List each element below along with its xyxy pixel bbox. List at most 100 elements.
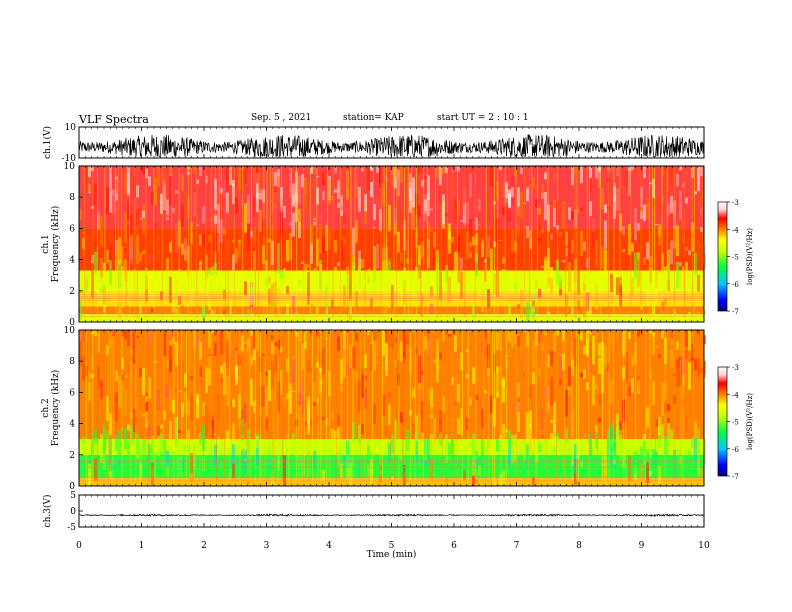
spectrum-texture — [115, 250, 118, 276]
spectrum-texture — [211, 166, 214, 177]
spectrum-texture — [697, 274, 700, 292]
spectrum-texture — [118, 430, 121, 456]
spectrum-texture — [406, 166, 409, 181]
spectrum-texture — [547, 204, 550, 232]
spectrum-texture — [322, 170, 325, 181]
spectrum-texture — [199, 234, 202, 246]
spectrum-texture — [568, 449, 571, 451]
spectrum-texture — [175, 280, 178, 286]
spectrum-texture — [580, 332, 583, 341]
spectrum-texture — [451, 358, 454, 379]
spectrum-texture — [529, 229, 532, 250]
spectrum-texture — [163, 180, 166, 211]
spectrum-texture — [292, 296, 295, 314]
spectrum-texture — [451, 435, 454, 466]
spectrum-texture — [616, 188, 619, 211]
spectrum-texture — [571, 409, 574, 439]
spectrum-texture — [364, 179, 367, 194]
spectrum-texture — [226, 192, 229, 213]
spectrum-texture — [505, 182, 508, 199]
spectrum-texture — [178, 430, 181, 434]
spectrum-texture — [559, 289, 562, 295]
spectrum-texture — [247, 429, 250, 459]
spectrum-texture — [301, 174, 304, 188]
spectrum-texture — [622, 248, 625, 253]
spectrum-texture — [655, 224, 658, 226]
spectrum-texture — [445, 166, 448, 173]
spectrum-texture — [601, 247, 604, 269]
spectrum-texture — [106, 330, 109, 336]
spectrum-texture — [304, 195, 307, 213]
spectrum-texture — [154, 361, 157, 363]
spectrum-texture — [160, 450, 163, 468]
spectrum-texture — [103, 285, 106, 305]
spectrum-texture — [157, 229, 160, 231]
spectrum-texture — [550, 377, 553, 406]
spectrum-texture — [253, 330, 256, 350]
spectrum-texture — [412, 201, 415, 230]
spectrum-texture — [445, 400, 448, 431]
spectrum-texture — [166, 462, 169, 476]
spectrum-texture — [358, 250, 361, 268]
spectrum-texture — [412, 282, 415, 303]
ch2-spectrogram-panel-ylabel: Frequency (kHz) — [50, 370, 61, 447]
spectrum-texture — [376, 361, 379, 364]
colorbar-tick-label: -3 — [732, 199, 739, 207]
spectrum-texture — [211, 420, 214, 439]
spectrum-texture — [553, 208, 556, 227]
spectrum-texture — [148, 176, 151, 187]
spectrum-texture — [199, 166, 202, 176]
spectrum-texture — [529, 434, 532, 452]
spectrum-texture — [661, 197, 664, 203]
spectrum-texture — [226, 430, 229, 448]
spectrum-texture — [385, 427, 388, 436]
spectrum-texture — [370, 452, 373, 459]
spectrum-texture — [289, 168, 292, 198]
spectrum-texture — [166, 359, 169, 368]
spectrum-texture — [667, 410, 670, 419]
spectrum-texture — [259, 166, 262, 194]
spectrum-texture — [151, 462, 154, 485]
spectrum-texture — [667, 330, 670, 332]
spectrum-texture — [322, 236, 325, 254]
spectrum-texture — [352, 227, 355, 255]
spectrum-texture — [121, 357, 124, 376]
spectrum-texture — [139, 271, 142, 295]
spectrum-texture — [409, 183, 412, 188]
spectrum-texture — [391, 434, 394, 458]
spectrum-texture — [406, 238, 409, 256]
spectrum-texture — [517, 304, 520, 308]
spectrum-texture — [355, 332, 358, 341]
spectrum-texture — [592, 185, 595, 188]
spectrum-texture — [298, 279, 301, 287]
spectrum-texture — [523, 470, 526, 474]
spectrum-texture — [82, 166, 85, 187]
spectrum-texture — [475, 394, 478, 401]
spectrum-texture — [247, 309, 250, 316]
ytick-label: 5 — [70, 491, 76, 501]
spectrum-texture — [310, 242, 313, 264]
spectrum-texture — [601, 238, 604, 248]
spectrum-texture — [583, 369, 586, 379]
spectrum-texture — [109, 339, 112, 348]
spectrum-texture — [385, 343, 388, 370]
spectrum-texture — [517, 187, 520, 217]
spectrum-texture — [283, 205, 286, 219]
spectrum-texture — [502, 181, 505, 199]
spectrum-texture — [460, 257, 463, 270]
spectrum-texture — [229, 303, 232, 320]
spectrum-texture — [205, 279, 208, 297]
spectrum-texture — [298, 385, 301, 403]
spectrum-texture — [478, 465, 481, 476]
spectrum-texture — [301, 454, 304, 479]
spectrum-texture — [490, 420, 493, 439]
xtick-label: 10 — [698, 541, 710, 551]
spectrum-texture — [454, 166, 457, 172]
spectrum-texture — [283, 362, 286, 375]
spectrum-texture — [610, 423, 613, 452]
spectrum-texture — [700, 207, 703, 215]
ch1-spectrogram-panel-colorbar: -3 -4 -5 -6 -7 log(PSD)(V²/Hz) — [717, 199, 754, 316]
spectrum-texture — [598, 357, 601, 374]
spectrum-texture — [424, 438, 427, 462]
spectrum-texture — [244, 166, 247, 184]
